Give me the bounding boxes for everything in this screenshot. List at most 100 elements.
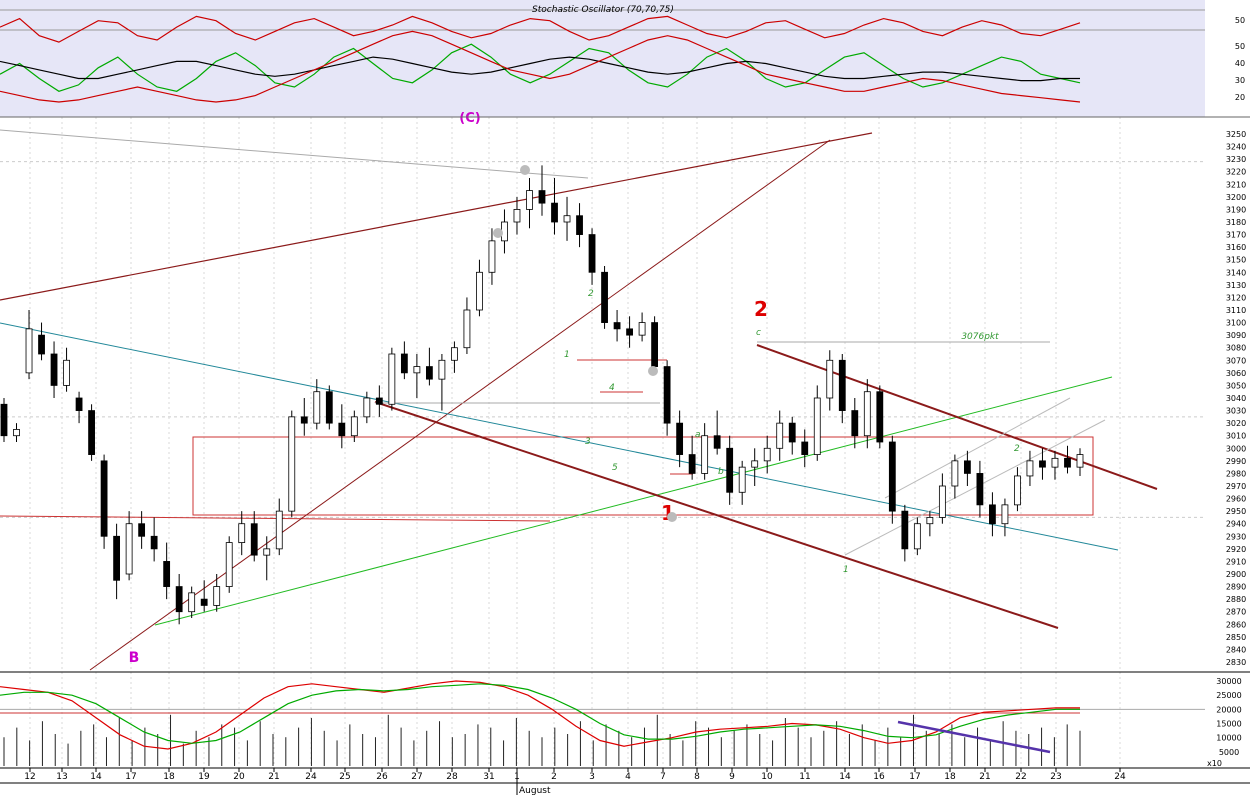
stochastic-tick-label: 50 xyxy=(1235,42,1245,51)
date-tick-label: 14 xyxy=(839,772,851,782)
date-tick-label: 20 xyxy=(233,772,245,782)
candle-body xyxy=(876,391,884,443)
candle-body xyxy=(1026,460,1034,477)
candle-body xyxy=(238,523,246,543)
price-tick-label: 3020 xyxy=(1226,419,1246,428)
stochastic-title: Stochastic Oscillator (70,70,75) xyxy=(532,5,674,15)
price-tick-label: 2930 xyxy=(1226,532,1246,541)
date-tick-label: 23 xyxy=(1050,772,1061,782)
price-tick-label: 2850 xyxy=(1226,633,1246,642)
candle-body xyxy=(713,435,721,449)
price-tick-label: 3110 xyxy=(1226,306,1246,315)
label-sub-2: 2 xyxy=(588,289,594,299)
price-tick-label: 2860 xyxy=(1226,620,1246,629)
price-tick-label: 3210 xyxy=(1226,180,1246,189)
date-tick-label: 27 xyxy=(411,772,422,782)
date-tick-label: 28 xyxy=(446,772,458,782)
label-wave-b: B xyxy=(129,650,140,666)
price-tick-label: 3130 xyxy=(1226,281,1246,290)
label-sub-4: 4 xyxy=(609,383,615,393)
price-tick-label: 2970 xyxy=(1226,482,1246,491)
candle-body xyxy=(300,416,308,424)
date-tick-label: 21 xyxy=(268,772,279,782)
price-tick-label: 3000 xyxy=(1226,444,1246,453)
stochastic-series-0 xyxy=(0,15,1081,43)
candle-body xyxy=(100,460,108,537)
price-tick-label: 3200 xyxy=(1226,193,1246,202)
price-tick-label: 2980 xyxy=(1226,469,1246,478)
price-tick-label: 3220 xyxy=(1226,168,1246,177)
label-sub-3: 3 xyxy=(585,437,591,447)
candle-body xyxy=(263,548,271,556)
candle-body xyxy=(250,523,258,556)
price-tick-label: 3170 xyxy=(1226,231,1246,240)
date-tick-label: 25 xyxy=(339,772,350,782)
date-tick-label: 18 xyxy=(944,772,956,782)
label-sub-5: 5 xyxy=(612,463,618,473)
candle-body xyxy=(838,359,846,411)
macd-lines xyxy=(0,680,1080,750)
upper-trendline xyxy=(0,132,873,301)
candle-body xyxy=(763,447,771,462)
candle-body xyxy=(313,391,321,424)
candle-body xyxy=(75,397,83,411)
candle-body xyxy=(863,391,871,437)
price-tick-label: 3070 xyxy=(1226,356,1246,365)
date-tick-label: 7 xyxy=(660,772,666,782)
candle-body xyxy=(526,190,533,210)
candle-body xyxy=(188,592,196,613)
teal-trendline xyxy=(0,322,1119,551)
candle-body xyxy=(926,517,934,525)
channel-lower-line xyxy=(374,401,1059,629)
candle-body xyxy=(563,215,571,223)
candle-body xyxy=(888,441,896,512)
candle-body xyxy=(150,535,158,550)
stochastic-tick-label: 30 xyxy=(1235,76,1245,85)
date-tick-label: 3 xyxy=(589,772,595,782)
grey-marker-1 xyxy=(493,228,503,238)
volume-axis: 30000 25000 20000 15000 10000 5000 xyxy=(1216,677,1241,757)
candle-body xyxy=(213,586,221,606)
price-tick-label: 2870 xyxy=(1226,608,1246,617)
candle-body xyxy=(1051,457,1059,468)
price-tick-label: 3180 xyxy=(1226,218,1246,227)
channel-upper-line xyxy=(756,344,1158,490)
price-tick-label: 2890 xyxy=(1226,583,1246,592)
candle-body xyxy=(488,240,496,273)
volume-tick-label: 5000 xyxy=(1219,748,1239,757)
price-tick-label: 3030 xyxy=(1226,407,1246,416)
macd-series-1 xyxy=(0,683,1080,744)
candle-body xyxy=(50,353,58,386)
price-tick-label: 3010 xyxy=(1226,432,1246,441)
price-tick-label: 3060 xyxy=(1226,369,1246,378)
date-tick-label: 24 xyxy=(305,772,317,782)
candle-body xyxy=(976,473,984,506)
label-sub-b: b xyxy=(718,467,724,477)
candle-body xyxy=(88,410,95,455)
candle-body xyxy=(175,586,183,613)
date-tick-label: 17 xyxy=(125,772,136,782)
candle-body xyxy=(826,359,834,399)
grey-channel-top xyxy=(884,397,1071,499)
price-tick-label: 2910 xyxy=(1226,557,1246,566)
price-tick-label: 2830 xyxy=(1226,658,1246,667)
candle-body xyxy=(513,209,521,223)
price-tick-label: 3100 xyxy=(1226,319,1246,328)
date-tick-label: 19 xyxy=(198,772,210,782)
stochastic-series-1 xyxy=(0,43,1081,92)
candle-body xyxy=(138,523,146,537)
candle-body xyxy=(388,353,396,405)
candle-body xyxy=(788,422,796,443)
candle-body xyxy=(963,460,971,474)
candle-body xyxy=(801,441,809,455)
date-tick-label: 26 xyxy=(376,772,388,782)
price-tick-label: 3250 xyxy=(1226,130,1246,139)
price-tick-label: 3230 xyxy=(1226,155,1246,164)
price-grid xyxy=(0,117,1205,768)
green-trendline xyxy=(154,376,1113,626)
candle-body xyxy=(400,353,408,374)
candle-body xyxy=(113,535,121,581)
volume-bars xyxy=(3,714,1081,766)
